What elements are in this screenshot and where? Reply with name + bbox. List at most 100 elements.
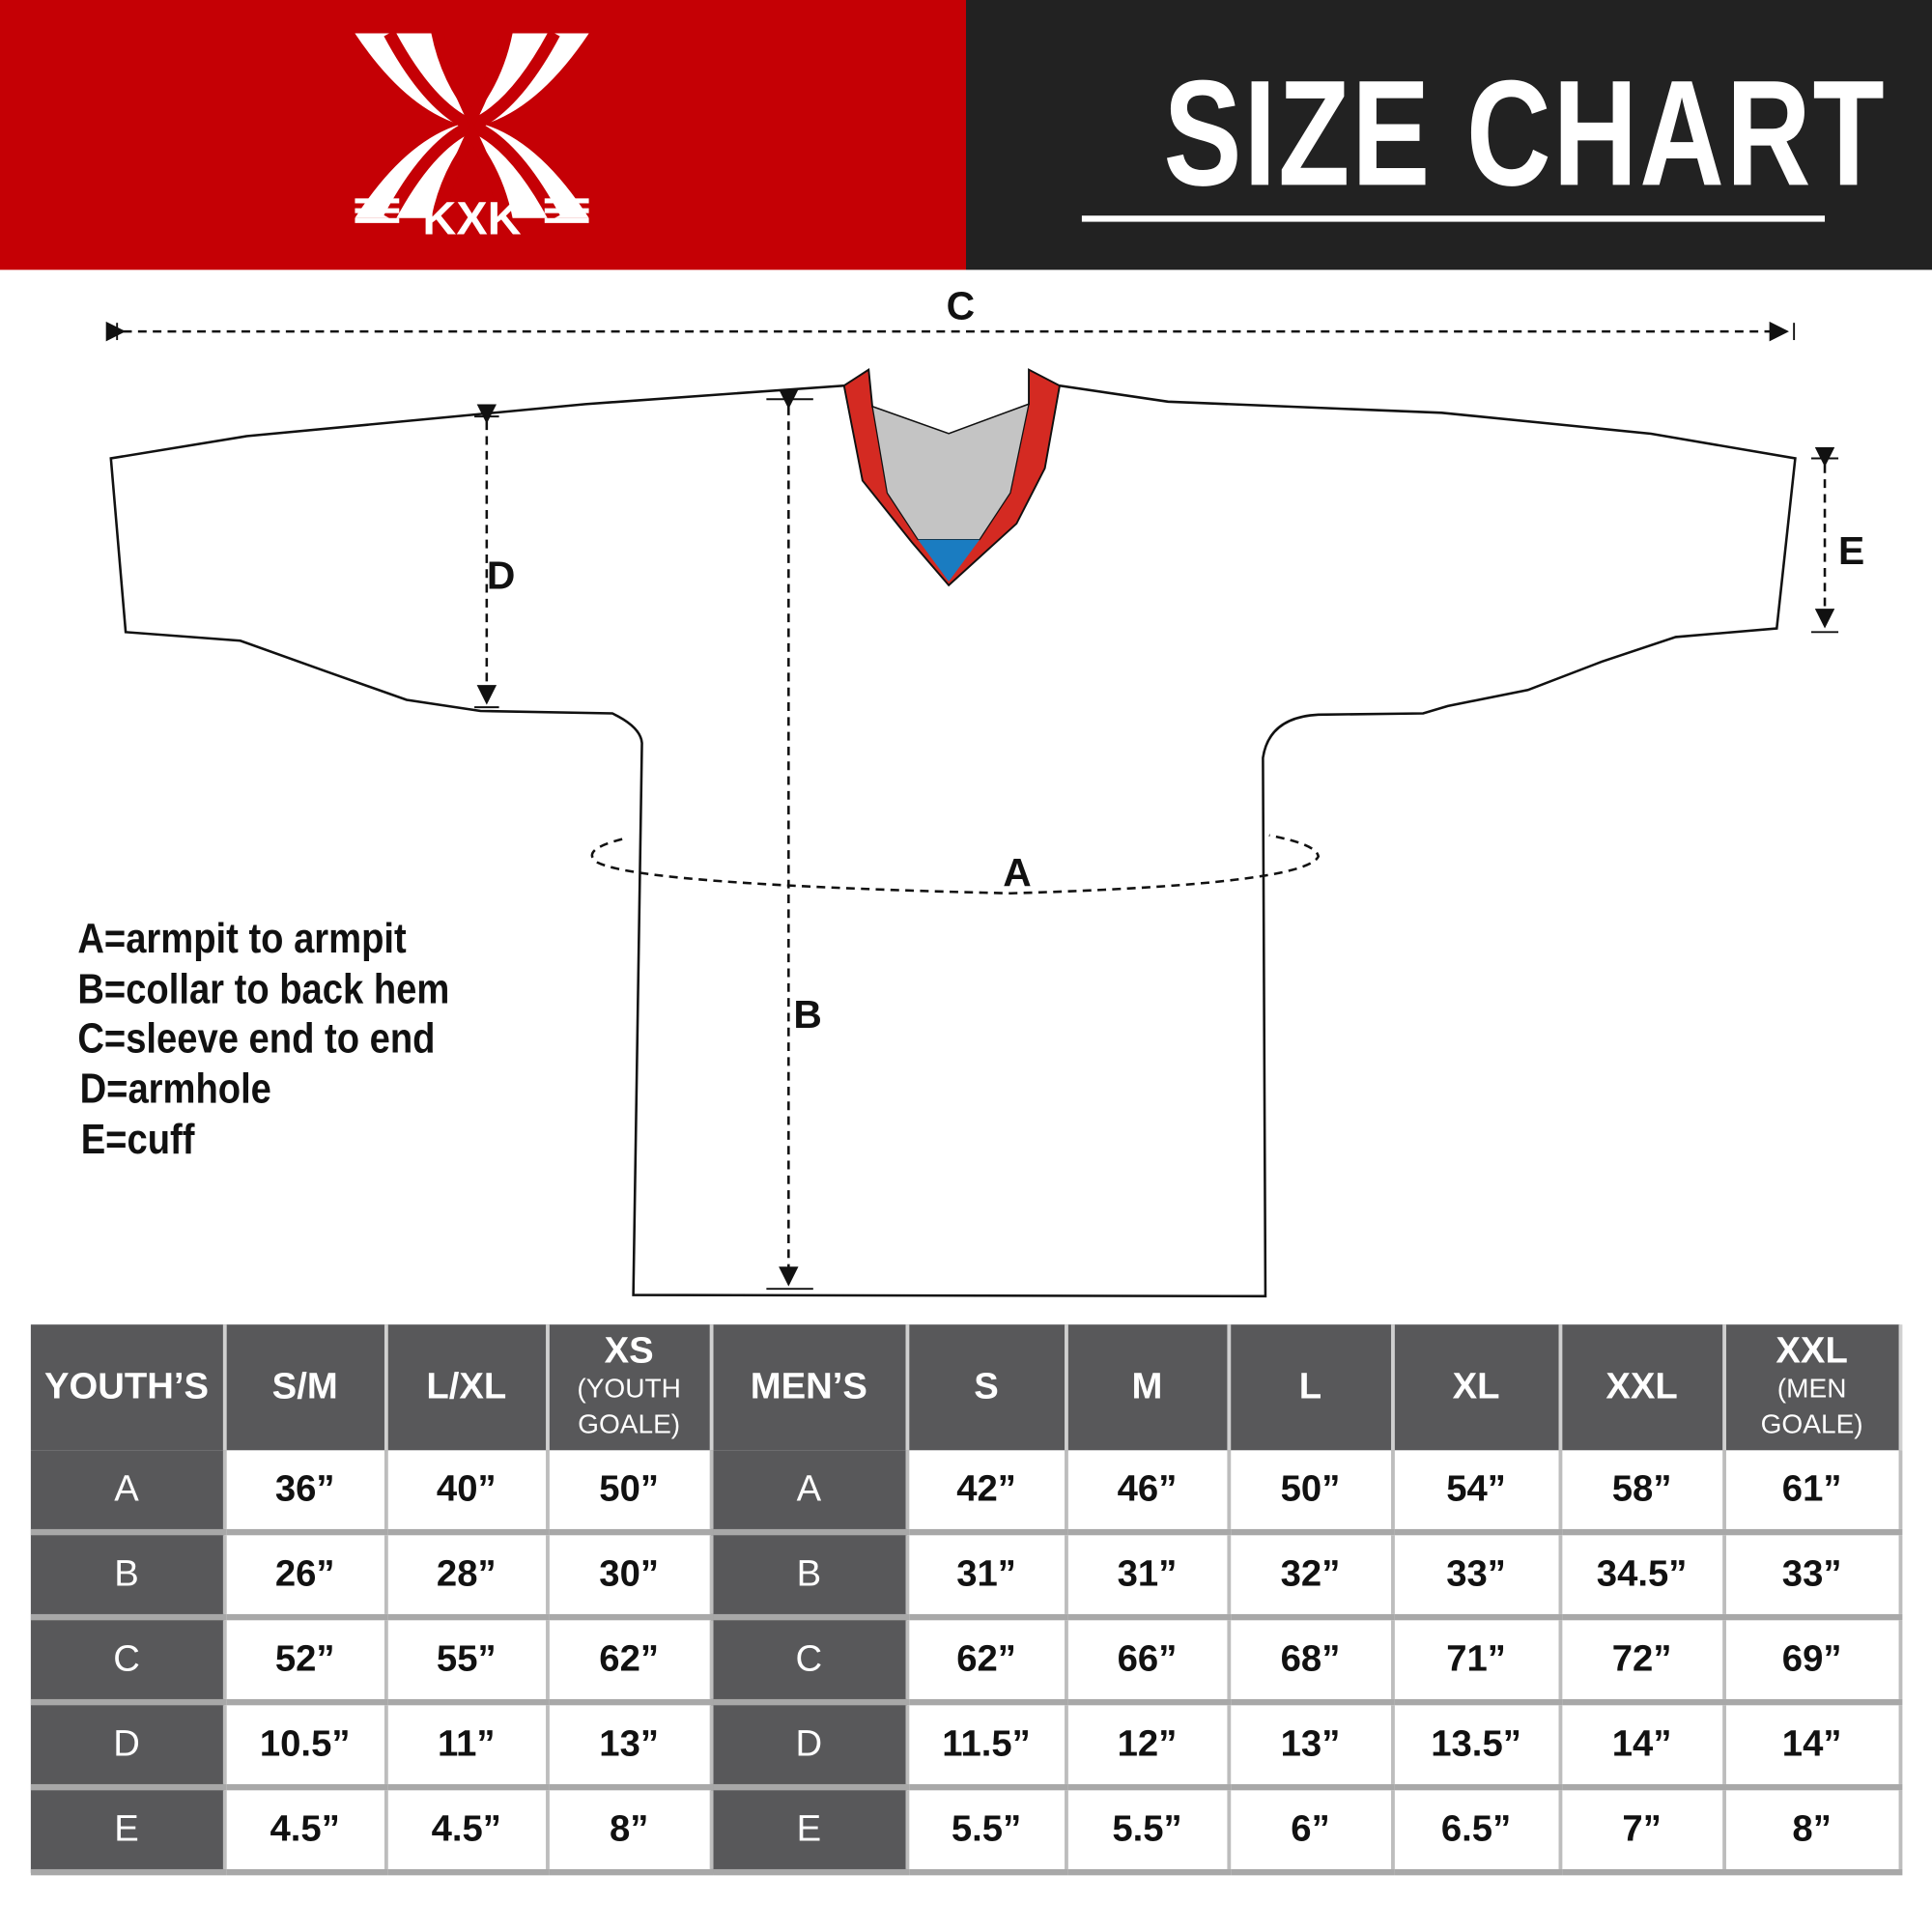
table-cell: 40” <box>385 1450 550 1536</box>
table-cell: 4.5” <box>385 1787 550 1876</box>
table-cell: 28” <box>385 1532 550 1621</box>
column-header: S/M <box>224 1324 388 1451</box>
column-header: XXL <box>1559 1324 1726 1451</box>
table-cell: 26” <box>224 1532 388 1621</box>
table-cell: 8” <box>547 1787 713 1876</box>
table-cell: 13” <box>547 1702 713 1791</box>
label-c: C <box>946 283 976 328</box>
table-cell: 14” <box>1559 1702 1726 1791</box>
table-cell: 34.5” <box>1559 1532 1726 1621</box>
table-cell: 11.5” <box>906 1702 1068 1791</box>
row-header: E <box>30 1787 227 1876</box>
table-cell: 30” <box>547 1532 713 1621</box>
svg-text:KXK: KXK <box>422 192 521 237</box>
label-d: D <box>486 553 516 598</box>
column-header: MEN’S <box>710 1324 909 1451</box>
table-row: C 52” 55” 62” C 62” 66” 68” 71” 72” 69” <box>30 1617 1902 1706</box>
table-cell: 32” <box>1228 1532 1395 1621</box>
table-cell: 62” <box>906 1617 1068 1706</box>
label-b: B <box>793 991 822 1037</box>
column-header-main: XXL <box>1776 1330 1848 1372</box>
measurement-legend: A=armpit to armpit B=collar to back hem … <box>77 914 499 1165</box>
column-header-main: L <box>1298 1366 1322 1407</box>
column-header-main: MEN’S <box>750 1366 867 1407</box>
column-header-main: XL <box>1452 1366 1500 1407</box>
column-header: S <box>906 1324 1068 1451</box>
column-header-sub: (YOUTH GOALE) <box>577 1372 681 1439</box>
table-cell: 58” <box>1559 1450 1726 1536</box>
table-cell: 4.5” <box>224 1787 388 1876</box>
column-header-main: S/M <box>271 1366 338 1407</box>
column-header: L/XL <box>385 1324 550 1451</box>
column-header-main: XS <box>604 1330 654 1372</box>
table-cell: 12” <box>1065 1702 1231 1791</box>
table-cell: 5.5” <box>1065 1787 1231 1876</box>
table-cell: 50” <box>1228 1450 1395 1536</box>
table-cell: 54” <box>1392 1450 1562 1536</box>
table-cell: 14” <box>1723 1702 1902 1791</box>
table-cell: 6.5” <box>1392 1787 1562 1876</box>
table-cell: 71” <box>1392 1617 1562 1706</box>
table-cell: 13.5” <box>1392 1702 1562 1791</box>
table-cell: 62” <box>547 1617 713 1706</box>
row-header: A <box>30 1450 227 1536</box>
column-header-main: S <box>974 1366 999 1407</box>
column-header-main: L/XL <box>426 1366 507 1407</box>
legend-item: E=cuff <box>80 1116 195 1163</box>
column-header: XXL (MEN GOALE) <box>1723 1324 1902 1451</box>
table-row: A 36” 40” 50” A 42” 46” 50” 54” 58” 61” <box>30 1450 1902 1536</box>
legend-item: C=sleeve end to end <box>77 1015 436 1064</box>
table-cell: 31” <box>1065 1532 1231 1621</box>
title-underline <box>1081 215 1826 222</box>
collar-tag <box>918 539 980 582</box>
table-cell: 33” <box>1392 1532 1562 1621</box>
table-cell: 69” <box>1723 1617 1902 1706</box>
table-cell: 66” <box>1065 1617 1231 1706</box>
table-row: E 4.5” 4.5” 8” E 5.5” 5.5” 6” 6.5” 7” 8” <box>30 1787 1902 1876</box>
legend-item: D=armhole <box>79 1065 271 1113</box>
table-cell: 10.5” <box>224 1702 388 1791</box>
table-cell: 11” <box>385 1702 550 1791</box>
table-cell: 68” <box>1228 1617 1395 1706</box>
row-header: C <box>30 1617 227 1706</box>
kxk-logo: KXK <box>355 33 589 237</box>
column-header-sub: (MEN GOALE) <box>1760 1372 1863 1439</box>
legend-item: B=collar to back hem <box>77 965 450 1013</box>
row-header: B <box>30 1532 227 1621</box>
table-cell: 46” <box>1065 1450 1231 1536</box>
column-header: YOUTH’S <box>30 1324 227 1451</box>
row-header: C <box>710 1617 909 1706</box>
table-cell: 52” <box>224 1617 388 1706</box>
table-cell: 72” <box>1559 1617 1726 1706</box>
table-cell: 55” <box>385 1617 550 1706</box>
table-cell: 13” <box>1228 1702 1395 1791</box>
row-header: D <box>30 1702 227 1791</box>
column-header-main: YOUTH’S <box>43 1366 210 1407</box>
table-cell: 6” <box>1228 1787 1395 1876</box>
row-header: B <box>710 1532 909 1621</box>
table-cell: 50” <box>547 1450 713 1536</box>
jersey-outline <box>109 384 1797 1298</box>
table-row: D 10.5” 11” 13” D 11.5” 12” 13” 13.5” 14” 14” <box>30 1702 1902 1791</box>
column-header: L <box>1228 1324 1395 1451</box>
table-cell: 36” <box>224 1450 388 1536</box>
table-cell: 8” <box>1723 1787 1902 1876</box>
title-banner <box>965 0 1932 270</box>
row-header: D <box>710 1702 909 1791</box>
table-cell: 42” <box>906 1450 1068 1536</box>
table-cell: 7” <box>1559 1787 1726 1876</box>
table-cell: 33” <box>1723 1532 1902 1621</box>
column-header: M <box>1065 1324 1231 1451</box>
size-table: YOUTH’S S/M L/XL XS (YOUTH GOALE) MEN’S S M L XL X… <box>30 1324 1902 1876</box>
label-e: E <box>1838 528 1865 574</box>
legend-item: A=armpit to armpit <box>77 915 407 963</box>
table-header-row: YOUTH’S S/M L/XL XS (YOUTH GOALE) MEN’S S M L XL X… <box>30 1324 1902 1451</box>
column-header-main: M <box>1131 1366 1163 1407</box>
column-header: XL <box>1392 1324 1562 1451</box>
column-header-main: XXL <box>1605 1366 1678 1407</box>
table-row: B 26” 28” 30” B 31” 31” 32” 33” 34.5” 33” <box>30 1532 1902 1621</box>
table-cell: 5.5” <box>906 1787 1068 1876</box>
row-header: E <box>710 1787 909 1876</box>
